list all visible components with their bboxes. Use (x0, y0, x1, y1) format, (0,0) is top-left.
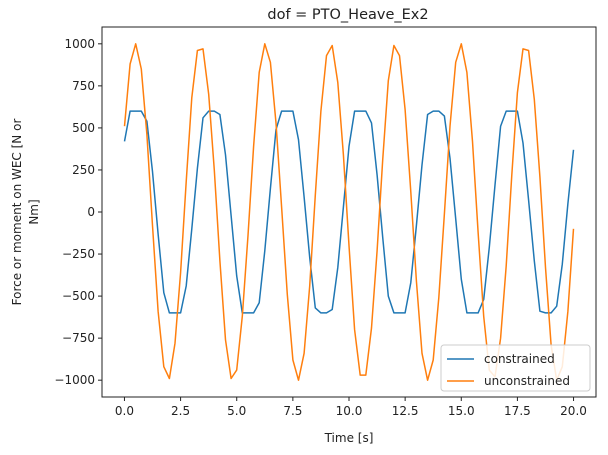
plot-area (123, 43, 575, 381)
x-axis-label: Time [s] (324, 431, 374, 445)
x-tick-label: 0.0 (115, 404, 134, 418)
y-axis-label-line-1: Force or moment on WEC [N or (10, 119, 24, 306)
y-tick-label: −1000 (54, 373, 95, 387)
y-tick-label: 500 (72, 121, 95, 135)
series-line-unconstrained (123, 43, 575, 381)
y-axis-label-line-2: Nm] (27, 199, 41, 224)
legend-label-constrained: constrained (484, 352, 555, 366)
y-tick-label: 750 (72, 79, 95, 93)
x-tick-label: 15.0 (448, 404, 475, 418)
x-tick-label: 10.0 (336, 404, 363, 418)
chart-title: dof = PTO_Heave_Ex2 (267, 7, 428, 23)
y-tick-label: 1000 (64, 37, 95, 51)
series-line-constrained (123, 110, 575, 314)
x-tick-label: 5.0 (227, 404, 246, 418)
y-tick-label: −500 (62, 289, 95, 303)
y-tick-label: 250 (72, 163, 95, 177)
x-tick-label: 20.0 (560, 404, 587, 418)
x-tick-label: 2.5 (171, 404, 190, 418)
y-tick-label: −750 (62, 331, 95, 345)
y-tick-label: −250 (62, 247, 95, 261)
plot-frame (101, 26, 597, 398)
x-axis: 0.0 2.5 5.0 7.5 10.0 12.5 15.0 17.5 20.0 (115, 397, 587, 418)
x-tick-label: 12.5 (392, 404, 419, 418)
y-axis: −1000 −750 −500 −250 0 250 500 750 1000 (54, 37, 102, 387)
legend-box (440, 344, 591, 392)
x-tick-label: 7.5 (283, 404, 302, 418)
legend-label-unconstrained: unconstrained (484, 374, 570, 388)
x-tick-label: 17.5 (504, 404, 531, 418)
legend: constrained unconstrained (440, 344, 591, 392)
y-tick-label: 0 (87, 205, 95, 219)
